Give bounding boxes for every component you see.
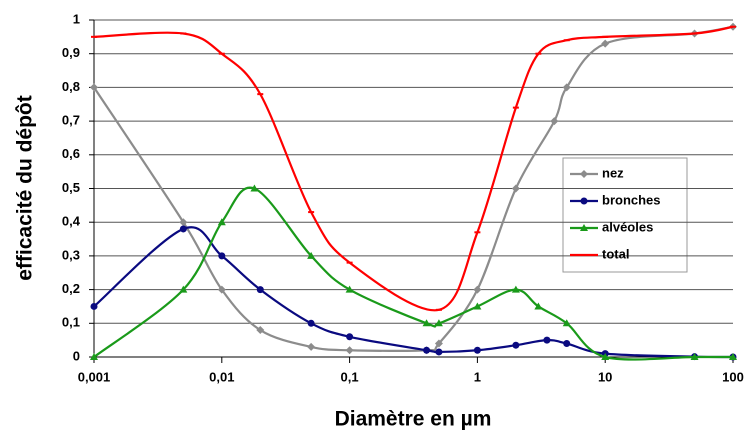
legend-label: nez (602, 165, 624, 180)
data-point (217, 218, 226, 226)
y-tick-label: 0,1 (62, 315, 80, 330)
x-tick-label: 0,01 (209, 369, 234, 384)
data-point (550, 117, 559, 126)
y-tick-label: 0,6 (62, 146, 80, 161)
data-point (473, 285, 482, 294)
data-point (729, 353, 737, 360)
data-point (180, 32, 187, 35)
x-tick-label: 0,1 (341, 369, 359, 384)
data-point (346, 333, 354, 341)
data-point (423, 346, 431, 354)
x-tick-label: 100 (722, 369, 744, 384)
data-point (562, 319, 571, 327)
data-point (563, 340, 571, 348)
data-point (422, 319, 431, 327)
y-tick-label: 0,5 (62, 180, 80, 195)
y-tick-label: 0,3 (62, 247, 80, 262)
legend-marker (580, 170, 588, 178)
x-axis-title: Diamètre en µm (335, 408, 492, 431)
data-point (91, 35, 97, 38)
data-point (256, 326, 265, 335)
data-point (473, 302, 482, 310)
series-line (93, 25, 734, 312)
data-point (257, 93, 264, 96)
data-point (179, 225, 187, 233)
data-point (473, 346, 481, 354)
data-point (307, 319, 315, 327)
y-tick-label: 0 (73, 348, 80, 363)
data-point (434, 339, 443, 348)
legend-label: bronches (602, 192, 661, 207)
y-tick-label: 0,8 (62, 79, 80, 94)
data-point (179, 218, 188, 227)
data-point (511, 285, 520, 293)
legend-marker (580, 197, 588, 205)
data-point (601, 353, 610, 360)
data-point (90, 353, 98, 360)
y-tick-label: 1 (73, 11, 80, 26)
data-point (535, 52, 542, 55)
data-point (512, 341, 520, 349)
data-point (256, 286, 264, 294)
legend-label: alvéoles (602, 219, 653, 234)
data-point (543, 336, 551, 344)
x-tick-label: 1 (474, 369, 481, 384)
data-point (179, 285, 188, 293)
data-point (434, 319, 443, 327)
data-point (474, 231, 481, 234)
data-point (690, 353, 699, 360)
data-point (90, 302, 98, 310)
legend-label: total (602, 246, 629, 261)
data-point (307, 342, 316, 351)
data-point (511, 184, 520, 193)
y-tick-label: 0,9 (62, 45, 80, 60)
data-point (602, 35, 609, 38)
data-point (307, 251, 316, 259)
y-tick-label: 0,2 (62, 281, 80, 296)
data-point (308, 211, 315, 214)
data-point (730, 25, 736, 28)
data-point (346, 261, 353, 264)
data-point (217, 285, 226, 294)
data-point (435, 308, 442, 311)
x-tick-label: 10 (598, 369, 612, 384)
y-tick-label: 0,4 (62, 214, 81, 229)
data-point (563, 39, 570, 42)
data-point (435, 348, 443, 356)
y-axis-title: efficacité du dépôt (14, 95, 37, 281)
legend-marker (580, 224, 588, 231)
data-point (534, 302, 543, 310)
data-point (512, 106, 519, 109)
data-point (601, 39, 610, 48)
legend-marker (581, 254, 587, 256)
data-point (218, 52, 225, 55)
data-point (345, 346, 354, 355)
x-tick-label: 0,001 (78, 369, 111, 384)
data-point (250, 184, 259, 192)
data-point (90, 83, 98, 92)
y-tick-label: 0,7 (62, 113, 80, 128)
data-point (691, 32, 698, 35)
data-point (218, 252, 226, 260)
data-point (345, 285, 354, 293)
data-point (562, 83, 571, 92)
